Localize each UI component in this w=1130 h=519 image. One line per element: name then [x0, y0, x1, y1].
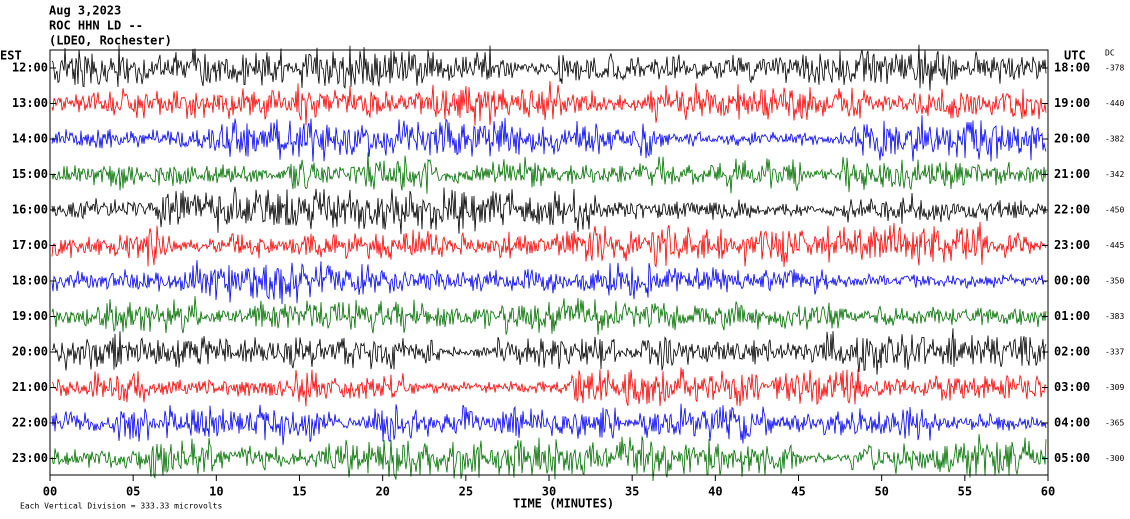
x-tick-label: 60	[1041, 485, 1055, 499]
trace	[51, 260, 1047, 305]
x-tick-label: 05	[126, 485, 140, 499]
est-label: 21:00	[12, 380, 48, 394]
est-label: 18:00	[12, 274, 48, 288]
est-label: 13:00	[12, 96, 48, 110]
dc-label: -309	[1105, 383, 1124, 392]
header-line: Aug 3,2023	[49, 4, 121, 18]
dc-label: -365	[1105, 419, 1124, 428]
est-label: 23:00	[12, 451, 48, 465]
header-line: (LDEO, Rochester)	[49, 34, 172, 48]
utc-label: 21:00	[1054, 167, 1090, 181]
dc-label: -300	[1105, 454, 1124, 463]
utc-label: 23:00	[1054, 238, 1090, 252]
x-tick-label: 15	[292, 485, 306, 499]
header-line: ROC HHN LD --	[49, 19, 143, 33]
x-tick-label: 40	[708, 485, 722, 499]
dc-label: -378	[1105, 64, 1124, 73]
dc-label: -342	[1105, 170, 1124, 179]
dc-label: -382	[1105, 135, 1124, 144]
est-label: 15:00	[12, 167, 48, 181]
x-axis-label: TIME (MINUTES)	[513, 497, 614, 511]
est-label: 22:00	[12, 416, 48, 430]
footer: Each Vertical Division = 333.33 microvol…	[20, 502, 222, 511]
dc-title: DC	[1105, 49, 1115, 58]
x-tick-label: 25	[459, 485, 473, 499]
est-label: 20:00	[12, 345, 48, 359]
trace	[51, 296, 1047, 335]
x-tick-label: 35	[625, 485, 639, 499]
trace	[51, 186, 1047, 235]
utc-label: 18:00	[1054, 61, 1090, 75]
trace	[51, 367, 1047, 407]
trace	[51, 152, 1047, 194]
utc-label: 05:00	[1054, 451, 1090, 465]
trace	[51, 80, 1047, 126]
utc-label: 04:00	[1054, 416, 1090, 430]
dc-label: -440	[1105, 99, 1124, 108]
dc-label: -383	[1105, 312, 1124, 321]
est-label: 17:00	[12, 238, 48, 252]
utc-label: 19:00	[1054, 96, 1090, 110]
est-label: 16:00	[12, 203, 48, 217]
trace	[51, 434, 1047, 482]
utc-label: 00:00	[1054, 274, 1090, 288]
x-tick-label: 30	[542, 485, 556, 499]
right-axis-title: UTC	[1064, 49, 1086, 63]
left-axis-title: EST	[0, 49, 22, 63]
plot-frame	[49, 49, 1049, 476]
trace	[51, 403, 1047, 446]
x-tick-label: 50	[874, 485, 888, 499]
trace	[51, 115, 1047, 162]
dc-label: -445	[1105, 241, 1124, 250]
x-tick-label: 10	[209, 485, 223, 499]
x-tick-label: 20	[375, 485, 389, 499]
x-tick-label: 45	[791, 485, 805, 499]
est-label: 19:00	[12, 309, 48, 323]
est-label: 12:00	[12, 61, 48, 75]
dc-label: -350	[1105, 277, 1124, 286]
trace	[51, 44, 1047, 91]
trace	[51, 221, 1047, 269]
traces	[51, 44, 1047, 482]
dc-label: -337	[1105, 348, 1124, 357]
x-tick-label: 00	[43, 485, 57, 499]
dc-label: -450	[1105, 206, 1124, 215]
trace	[51, 328, 1047, 375]
utc-label: 02:00	[1054, 345, 1090, 359]
utc-label: 20:00	[1054, 132, 1090, 146]
utc-label: 01:00	[1054, 309, 1090, 323]
x-tick-label: 55	[958, 485, 972, 499]
utc-label: 03:00	[1054, 380, 1090, 394]
est-label: 14:00	[12, 132, 48, 146]
utc-label: 22:00	[1054, 203, 1090, 217]
